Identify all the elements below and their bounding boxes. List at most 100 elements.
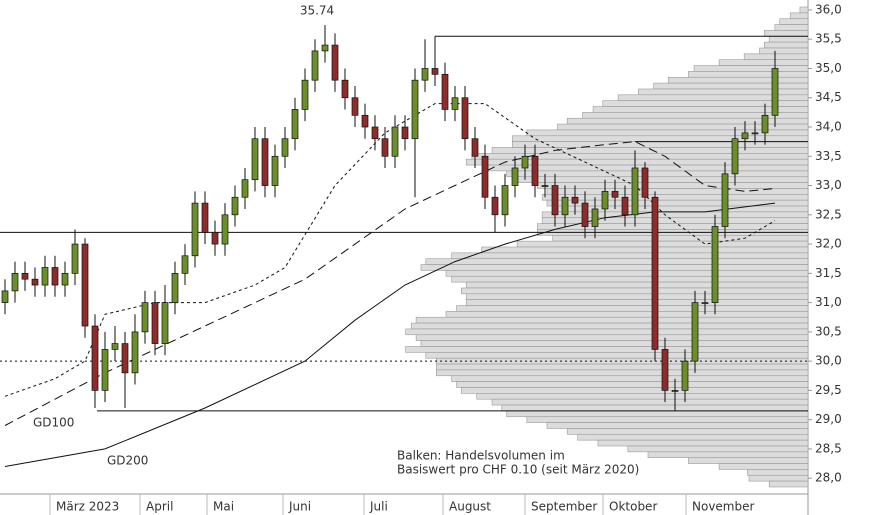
candle-body	[411, 79, 419, 140]
volume-bar	[456, 381, 809, 388]
candle-body	[591, 208, 599, 227]
candle-body	[121, 343, 129, 374]
volume-bar	[516, 240, 809, 248]
candle-body	[641, 167, 649, 198]
volume-bar	[617, 94, 809, 101]
candle-body	[671, 390, 679, 392]
x-tick-label: Juli	[369, 500, 388, 514]
line-label: GD100	[33, 416, 74, 430]
volume-bar	[566, 428, 809, 435]
volume-bar	[461, 287, 809, 295]
moving-average	[4, 103, 776, 397]
volume-bar	[436, 369, 809, 377]
candle-body	[461, 97, 469, 140]
candle-body	[531, 155, 539, 186]
volume-bar	[506, 170, 809, 178]
volume-bar	[405, 346, 809, 353]
volume-bar	[511, 135, 809, 142]
candle-body	[391, 126, 399, 157]
y-tick-label: 31,0	[815, 295, 842, 309]
candle-body	[571, 196, 579, 204]
candle-body	[731, 138, 739, 175]
candle-body	[321, 44, 329, 52]
candle-body	[81, 243, 89, 327]
moving-average	[4, 141, 776, 426]
volume-bar	[436, 363, 809, 371]
volume-bar	[451, 375, 809, 382]
y-tick-label: 32,5	[815, 207, 842, 221]
levels	[0, 35, 808, 412]
candle-body	[581, 202, 589, 227]
volume-bar	[693, 65, 809, 72]
candles	[1, 25, 779, 411]
volume-bar	[688, 457, 809, 464]
volume-bar	[425, 352, 809, 359]
candle-body	[491, 196, 499, 216]
x-tick-label: Juni	[288, 500, 311, 514]
x-tick-label: Oktober	[609, 500, 657, 514]
volume-bar	[445, 270, 809, 277]
volume-bar	[405, 328, 809, 336]
candle-body	[161, 302, 169, 344]
candle-body	[31, 278, 39, 286]
volume-bar	[491, 398, 809, 406]
candle-body	[251, 138, 259, 181]
volume-bar	[425, 258, 809, 265]
candle-body	[261, 138, 269, 186]
volume-bar	[552, 205, 809, 213]
volume-bar	[748, 474, 809, 482]
volume-bar	[747, 469, 809, 476]
candle-body	[11, 272, 19, 292]
candle-body	[421, 68, 429, 81]
candle-body	[61, 272, 69, 286]
volume-bar	[451, 252, 809, 260]
annotations: 35.74	[300, 4, 334, 18]
candle-body	[561, 196, 569, 216]
candle-body	[271, 155, 279, 186]
candle-body	[91, 325, 99, 391]
volume-bar	[506, 410, 809, 418]
candle-body	[221, 214, 229, 245]
volume-bar	[653, 82, 809, 90]
volume-bar	[415, 316, 809, 324]
volume-bar	[789, 12, 809, 20]
y-tick-label: 35,0	[815, 61, 842, 75]
candle-body	[1, 290, 9, 303]
y-tick-label: 31,5	[815, 266, 842, 280]
volume-bar	[465, 281, 809, 289]
y-tick-label: 30,0	[815, 354, 842, 368]
volume-bar	[491, 147, 809, 154]
candle-body	[291, 109, 299, 140]
candle-body	[141, 302, 149, 333]
volume-bar	[465, 293, 809, 300]
candle-body	[41, 267, 49, 286]
volume-bar	[638, 88, 809, 96]
volume-bar	[627, 445, 809, 453]
volume-bar	[768, 35, 809, 43]
volume-bar	[759, 47, 809, 55]
volume-bar	[501, 404, 809, 412]
volume-bar	[410, 322, 809, 330]
candle-body	[661, 349, 669, 391]
candle-body	[331, 44, 339, 81]
y-tick-label: 28,5	[815, 441, 842, 455]
volume-bar	[461, 387, 809, 394]
candle-body	[361, 114, 369, 128]
volume-bar	[743, 53, 809, 61]
candle-body	[151, 302, 159, 344]
x-tick-label: Mai	[213, 500, 234, 514]
volume-bar	[667, 76, 809, 84]
volume-bar	[537, 182, 809, 189]
volume-bar	[552, 234, 809, 242]
volume-bar	[597, 439, 809, 447]
volume-bar	[465, 299, 809, 306]
x-tick-label: März 2023	[56, 500, 119, 514]
y-tick-label: 33,0	[815, 178, 842, 192]
candle-body	[21, 272, 29, 280]
candle-body	[701, 302, 709, 304]
candle-body	[241, 179, 249, 198]
candle-body	[651, 196, 659, 350]
candle-body	[171, 272, 179, 303]
